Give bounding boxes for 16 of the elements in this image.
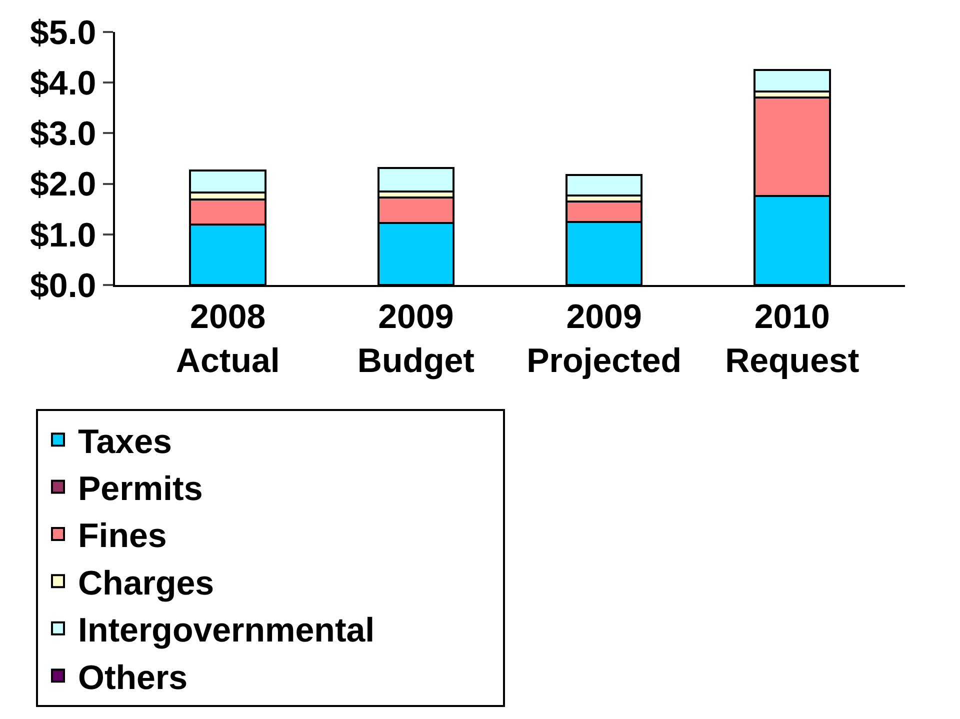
y-tick-label: $3.0: [30, 115, 96, 154]
y-tick-label: $4.0: [30, 64, 96, 102]
y-tick-label: $5.0: [30, 14, 96, 52]
y-tick-label: $2.0: [30, 166, 96, 204]
legend-label: Intergovernmental: [78, 612, 375, 650]
legend-label: Fines: [78, 517, 167, 556]
x-tick-label: 2009 Budget: [357, 298, 474, 380]
legend-label: Permits: [78, 470, 203, 508]
x-tick-label: 2009 Projected: [526, 298, 682, 380]
legend-label: Others: [78, 658, 188, 697]
legend-label: Charges: [78, 564, 214, 602]
x-tick-label: 2010 Request: [725, 298, 860, 380]
legend-label: Taxes: [78, 422, 172, 461]
y-tick-label: $1.0: [30, 216, 96, 254]
y-tick-label: $0.0: [30, 266, 96, 305]
x-tick-label: 2008 Actual: [176, 298, 280, 380]
